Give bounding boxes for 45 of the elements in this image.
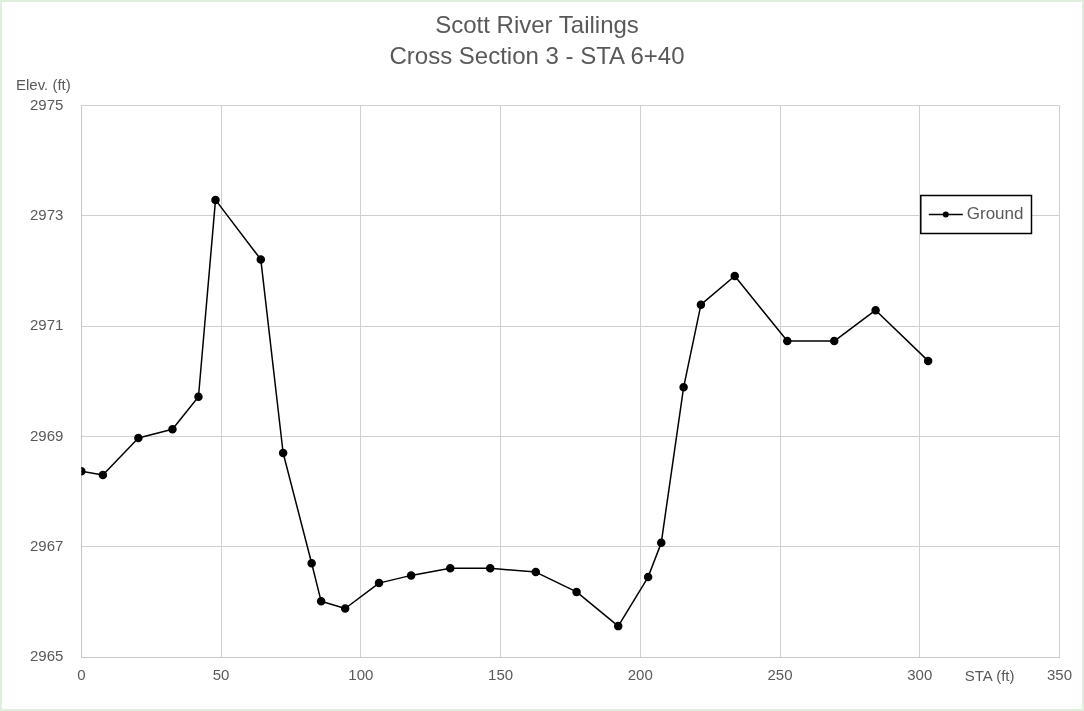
x-tick-label: 50 (212, 666, 230, 684)
point (679, 383, 688, 392)
chart-title: Scott River Tailings (435, 11, 639, 39)
point (340, 604, 350, 613)
point (531, 567, 541, 577)
x-tick-label: 0 (77, 666, 86, 684)
point (316, 597, 326, 606)
x-tick-label: 300 (907, 666, 933, 684)
point (923, 356, 933, 366)
chart-subtitle: Cross Section 3 - STA 6+40 (389, 41, 685, 69)
y-tick-label: 2975 (29, 95, 64, 113)
point (194, 392, 203, 401)
x-tick-label: 150 (488, 666, 514, 684)
point (730, 271, 739, 281)
x-tick-label: 200 (627, 666, 653, 684)
y-tick-label: 2969 (29, 426, 64, 444)
point (485, 563, 495, 573)
y-tick-label: 2965 (29, 647, 64, 665)
y-tick-label: 2971 (29, 316, 64, 334)
point (446, 563, 455, 573)
point (643, 572, 653, 582)
legend-label: Ground (966, 204, 1024, 224)
point (696, 300, 706, 309)
point (168, 425, 177, 434)
x-tick-label: 250 (767, 666, 793, 684)
point (211, 195, 220, 205)
point (307, 559, 316, 568)
y-tick-label: 2973 (29, 206, 64, 224)
x-tick-label: 350 (1046, 666, 1072, 684)
point (278, 448, 288, 458)
point (256, 255, 266, 264)
point (572, 587, 581, 597)
point (406, 571, 416, 580)
point (134, 433, 143, 443)
point (783, 336, 792, 346)
point (657, 538, 666, 548)
point (374, 578, 384, 588)
point (613, 621, 623, 631)
x-axis-title: STA (ft) (964, 666, 1015, 684)
x-tick-label: 100 (348, 666, 374, 684)
y-tick-label: 2967 (29, 536, 64, 554)
y-axis-title: Elev. (ft) (16, 76, 71, 94)
point (98, 470, 108, 480)
point (829, 336, 839, 346)
point (871, 305, 880, 315)
